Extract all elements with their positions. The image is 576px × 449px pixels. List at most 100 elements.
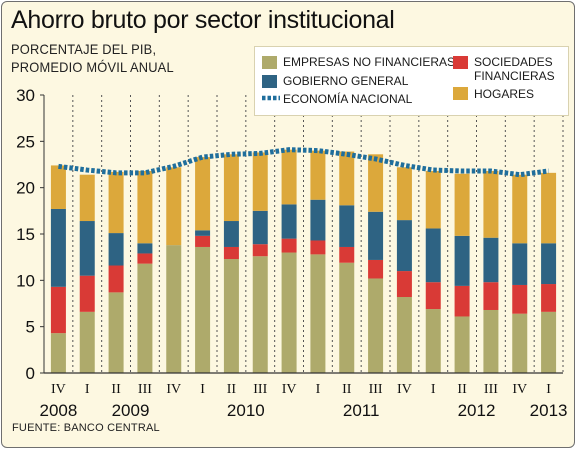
bar-hogares xyxy=(195,157,211,231)
legend-label-sociedades-2: FINANCIERAS xyxy=(474,69,555,83)
bar-hogares xyxy=(281,149,297,205)
bar-empresas xyxy=(108,292,124,373)
y-tick-label: 10 xyxy=(16,271,35,290)
chart-title: Ahorro bruto por sector institucional xyxy=(11,6,395,34)
x-tick-label: I xyxy=(546,382,551,397)
bar-gobierno xyxy=(50,208,66,287)
year-label: 2013 xyxy=(530,401,568,420)
bar-gobierno xyxy=(281,204,297,239)
bar-empresas xyxy=(396,297,412,373)
year-label: 2011 xyxy=(343,401,380,420)
legend-swatch-sociedades xyxy=(453,56,468,69)
bar-empresas xyxy=(281,252,297,373)
x-tick-label: I xyxy=(200,382,205,397)
x-tick-label: III xyxy=(484,382,498,397)
x-tick-label: II xyxy=(342,382,352,397)
bar-sociedades xyxy=(137,253,153,264)
bar-gobierno xyxy=(108,233,124,266)
chart-subtitle-line1: PORCENTAJE DEL PIB, xyxy=(11,41,157,57)
x-tick-label: I xyxy=(316,382,321,397)
bar-gobierno xyxy=(79,221,95,276)
bar-empresas xyxy=(195,246,211,373)
line-economia-nacional xyxy=(58,147,549,178)
x-tick-label: IV xyxy=(282,382,297,397)
bar-hogares xyxy=(541,172,557,244)
bar-hogares xyxy=(166,167,182,246)
bar-sociedades xyxy=(50,286,66,334)
legend-label-empresas: EMPRESAS NO FINANCIERAS xyxy=(283,55,456,69)
x-tick-label: IV xyxy=(51,382,66,397)
x-tick-label: IV xyxy=(166,382,181,397)
y-tick-label: 25 xyxy=(16,132,35,151)
bar-sociedades xyxy=(541,284,557,312)
bar-gobierno xyxy=(368,211,384,260)
x-tick-label: I xyxy=(431,382,436,397)
y-tick-label: 0 xyxy=(26,364,35,383)
bar-sociedades xyxy=(425,282,441,310)
bar-sociedades xyxy=(195,235,211,247)
bar-gobierno xyxy=(252,210,268,245)
bar-sociedades xyxy=(483,282,499,310)
x-tick-label: I xyxy=(85,382,90,397)
bar-sociedades xyxy=(339,246,355,263)
x-tick-label: II xyxy=(457,382,467,397)
bar-hogares xyxy=(425,170,441,229)
x-tick-label: III xyxy=(369,382,383,397)
legend-swatch-gobierno xyxy=(262,75,277,88)
bar-hogares xyxy=(252,152,268,211)
bar-empresas xyxy=(50,333,66,373)
bar-gobierno xyxy=(339,205,355,247)
bar-hogares xyxy=(310,150,326,200)
bar-sociedades xyxy=(281,238,297,253)
y-tick-label: 15 xyxy=(16,225,35,244)
bar-gobierno xyxy=(454,235,470,286)
x-tick-label: II xyxy=(111,382,121,397)
bar-hogares xyxy=(223,154,239,222)
x-tick-label: III xyxy=(253,382,267,397)
bar-empresas xyxy=(79,311,95,373)
source-note: FUENTE: BANCO CENTRAL xyxy=(12,422,160,434)
year-label: 2012 xyxy=(458,401,496,420)
bar-gobierno xyxy=(483,237,499,283)
legend-swatch-empresas xyxy=(262,56,277,69)
bar-sociedades xyxy=(310,240,326,255)
bar-hogares xyxy=(137,170,153,244)
bar-hogares xyxy=(50,165,66,209)
bar-hogares xyxy=(368,154,384,212)
year-label: 2008 xyxy=(40,401,78,420)
x-tick-label: III xyxy=(138,382,152,397)
bar-empresas xyxy=(252,256,268,373)
bar-sociedades xyxy=(223,246,239,260)
legend-label-gobierno: GOBIERNO GENERAL xyxy=(283,74,409,88)
legend: EMPRESAS NO FINANCIERAS GOBIERNO GENERAL… xyxy=(254,46,569,116)
bar-hogares xyxy=(339,151,355,206)
year-label: 2009 xyxy=(112,401,150,420)
bar-empresas xyxy=(137,263,153,373)
bar-gobierno xyxy=(396,220,412,272)
bar-empresas xyxy=(541,311,557,373)
bar-sociedades xyxy=(79,275,95,312)
x-tick-label: II xyxy=(227,382,237,397)
bar-hogares xyxy=(454,173,470,236)
bar-empresas xyxy=(454,316,470,373)
bar-empresas xyxy=(223,259,239,373)
bar-hogares xyxy=(79,174,95,222)
bar-gobierno xyxy=(425,228,441,283)
bar-sociedades xyxy=(368,259,384,279)
bar-empresas xyxy=(483,309,499,373)
bar-empresas xyxy=(425,309,441,373)
bar-empresas xyxy=(310,254,326,373)
bar-empresas xyxy=(339,262,355,373)
bar-sociedades xyxy=(454,285,470,317)
y-tick-label: 5 xyxy=(26,318,35,337)
y-tick-label: 20 xyxy=(16,179,35,198)
bar-gobierno xyxy=(195,230,211,236)
bar-sociedades xyxy=(512,284,528,314)
bar-hogares xyxy=(512,174,528,244)
bar-sociedades xyxy=(396,271,412,298)
chart-subtitle-line2: PROMEDIO MÓVIL ANUAL xyxy=(11,59,174,75)
legend-swatch-hogares xyxy=(453,87,468,100)
bar-gobierno xyxy=(223,221,239,247)
